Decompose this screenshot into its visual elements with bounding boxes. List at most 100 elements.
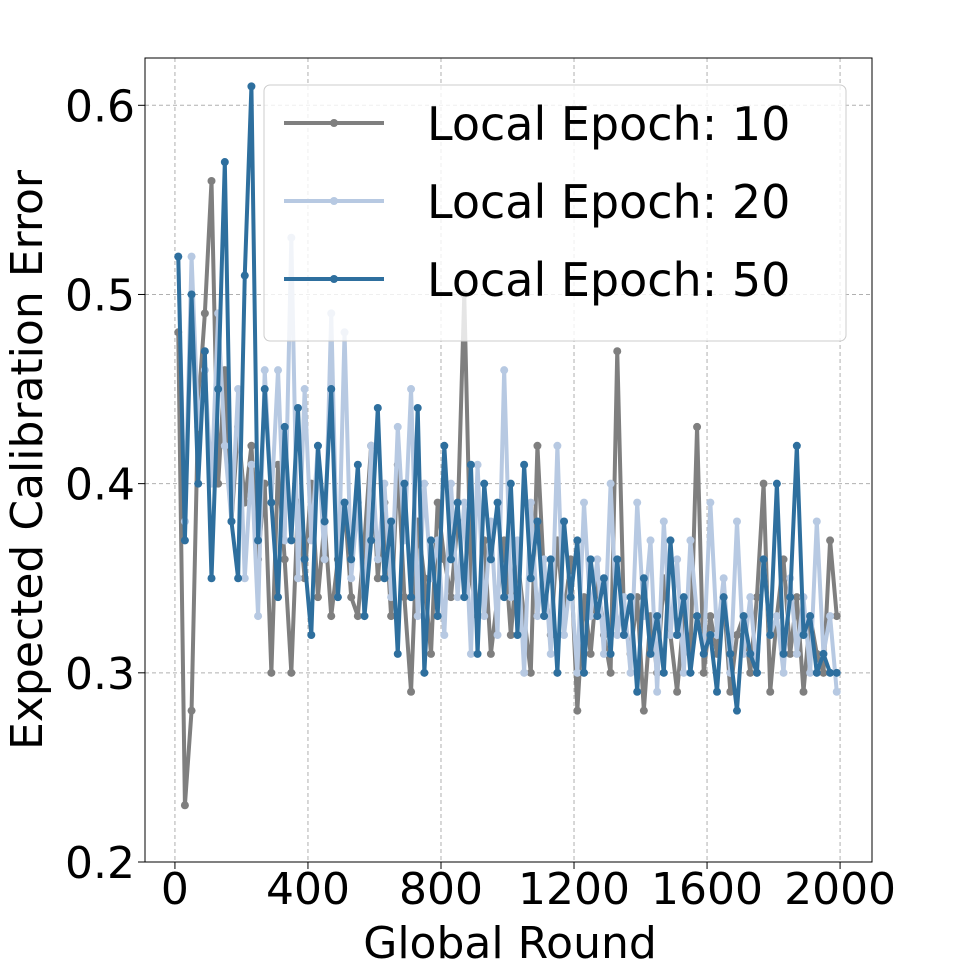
point [792, 593, 801, 602]
point [493, 498, 502, 507]
point [460, 593, 469, 602]
point [546, 649, 555, 658]
point [427, 536, 436, 545]
point [832, 687, 841, 696]
point [579, 668, 588, 677]
point [227, 517, 236, 526]
point [633, 498, 642, 507]
x-tick-label: 2000 [784, 864, 896, 915]
point [566, 593, 575, 602]
point [466, 460, 475, 469]
point [792, 649, 801, 658]
point [752, 668, 761, 677]
point [187, 252, 196, 261]
point [293, 403, 302, 412]
point [194, 479, 203, 488]
point [180, 536, 189, 545]
point [726, 649, 735, 658]
point [440, 441, 449, 450]
point [420, 668, 429, 677]
point [254, 612, 263, 621]
point [812, 668, 821, 677]
point [646, 536, 655, 545]
point [393, 422, 402, 431]
point [493, 630, 502, 639]
point [693, 422, 702, 431]
point [533, 612, 542, 621]
point [360, 612, 369, 621]
point [706, 612, 715, 621]
point [280, 422, 289, 431]
point [573, 706, 582, 715]
point [619, 630, 628, 639]
point [313, 441, 322, 450]
point [819, 668, 828, 677]
point [214, 385, 223, 394]
point [673, 630, 682, 639]
point [779, 649, 788, 658]
point [806, 612, 815, 621]
point [486, 649, 495, 658]
point [593, 555, 602, 564]
point [752, 593, 761, 602]
point [260, 366, 269, 375]
point [353, 460, 362, 469]
point [746, 649, 755, 658]
legend-frame [263, 84, 847, 342]
point [739, 612, 748, 621]
point [400, 479, 409, 488]
point [480, 612, 489, 621]
point [759, 555, 768, 564]
point [666, 536, 675, 545]
legend-marker [330, 119, 338, 127]
point [413, 612, 422, 621]
point [240, 574, 249, 583]
point [786, 593, 795, 602]
point [274, 593, 283, 602]
point [393, 649, 402, 658]
series [174, 82, 841, 715]
point [613, 347, 622, 356]
point [693, 612, 702, 621]
point [247, 82, 256, 91]
x-tick-label: 1600 [651, 864, 763, 915]
point [746, 668, 755, 677]
point [513, 630, 522, 639]
point [440, 630, 449, 639]
point [732, 706, 741, 715]
point [706, 630, 715, 639]
point [307, 630, 316, 639]
point [599, 574, 608, 583]
point [659, 668, 668, 677]
plot-frame [144, 57, 873, 863]
point [766, 687, 775, 696]
y-tick-label: 0.2 [65, 838, 135, 889]
point [500, 366, 509, 375]
point [526, 498, 535, 507]
point [606, 649, 615, 658]
point [486, 555, 495, 564]
y-axis-label: Expected Calibration Error [2, 169, 53, 750]
point [373, 555, 382, 564]
point [187, 290, 196, 299]
point [659, 517, 668, 526]
point [220, 441, 229, 450]
point [247, 441, 256, 450]
point [373, 403, 382, 412]
point [599, 649, 608, 658]
point [666, 630, 675, 639]
y-tick-label: 0.3 [65, 649, 135, 700]
point [200, 347, 209, 356]
point [759, 479, 768, 488]
point [234, 574, 243, 583]
point [200, 309, 209, 318]
point [433, 498, 442, 507]
point [480, 479, 489, 488]
point [653, 687, 662, 696]
point [207, 176, 216, 185]
point [174, 252, 183, 261]
point [540, 612, 549, 621]
point [520, 460, 529, 469]
point [347, 574, 356, 583]
